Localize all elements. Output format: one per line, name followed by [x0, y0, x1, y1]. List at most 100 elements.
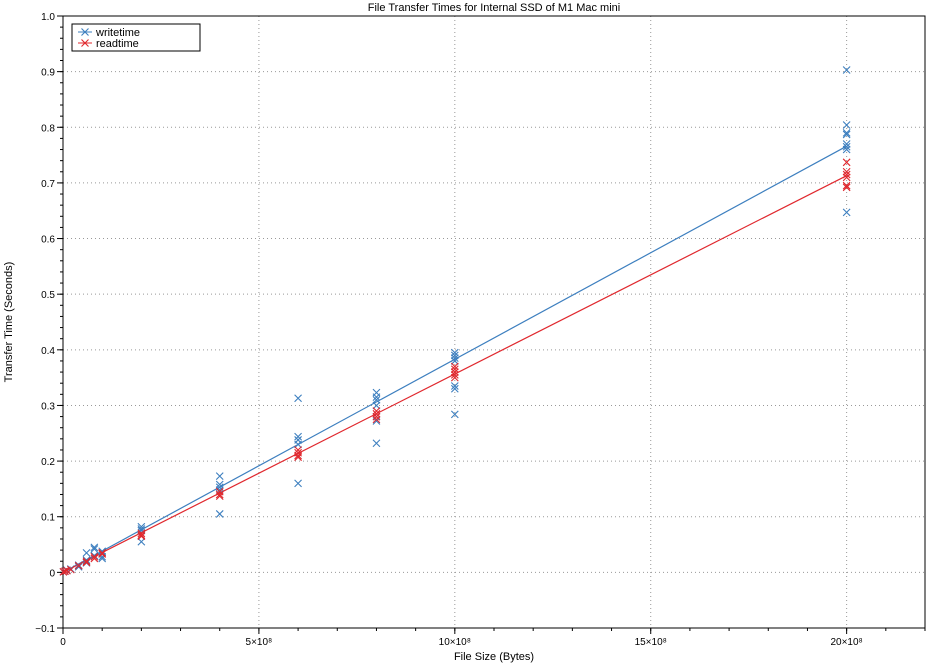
point-writetime: [372, 396, 381, 404]
point-writetime: [294, 432, 302, 441]
y-tick-label: 0.3: [41, 401, 55, 412]
fit-line-readtime: [62, 175, 847, 573]
point-writetime: [215, 510, 224, 518]
legend-label-writetime: writetime: [95, 27, 140, 39]
point-writetime: [294, 440, 302, 449]
point-readtime: [137, 532, 146, 541]
point-writetime: [842, 142, 851, 151]
point-writetime: [450, 382, 459, 390]
y-tick-label: 0: [49, 568, 55, 579]
x-axis-label: File Size (Bytes): [454, 651, 534, 663]
point-writetime: [294, 394, 302, 403]
point-writetime: [842, 66, 851, 74]
y-tick-label: 0.2: [41, 457, 55, 468]
point-readtime: [82, 557, 91, 566]
point-readtime: [372, 407, 381, 415]
point-readtime: [74, 561, 83, 570]
point-writetime: [450, 348, 459, 357]
legend: writetime readtime: [71, 23, 201, 52]
point-readtime: [372, 415, 381, 424]
point-readtime: [98, 550, 107, 558]
point-writetime: [450, 384, 459, 393]
point-readtime: [98, 549, 107, 557]
point-readtime: [294, 451, 302, 460]
point-readtime: [215, 492, 224, 501]
data-points: [59, 66, 851, 576]
legend-label-readtime: readtime: [96, 38, 139, 50]
point-writetime: [90, 543, 99, 552]
point-readtime: [66, 565, 75, 574]
point-writetime: [82, 549, 91, 557]
point-readtime: [90, 552, 99, 561]
point-readtime: [842, 173, 851, 182]
point-writetime: [90, 545, 99, 553]
legend-box: [71, 23, 201, 52]
axis-ticks: 0 5×10⁸ 10×10⁸ 15×10⁸ 20×10⁸ −0.1 0 0.1 0.2 0.3 0.…: [35, 12, 926, 648]
y-tick-label: 0.1: [41, 513, 55, 524]
point-readtime: [137, 529, 146, 538]
y-tick-label: −0.1: [35, 624, 55, 635]
y-axis-label: Transfer Time (Seconds): [3, 262, 15, 383]
point-readtime: [82, 558, 91, 567]
point-writetime: [90, 551, 99, 560]
fit-lines: [62, 145, 847, 573]
grid: [63, 16, 925, 628]
fit-line-writetime: [62, 145, 847, 573]
point-writetime: [450, 351, 459, 360]
point-writetime: [372, 393, 381, 401]
x-tick-label: 10×10⁸: [439, 637, 471, 648]
point-writetime: [450, 410, 459, 419]
y-tick-label: 0.8: [41, 123, 55, 134]
legend-marker-writetime: [81, 28, 89, 36]
point-readtime: [842, 158, 851, 167]
point-writetime: [82, 556, 91, 565]
point-readtime: [842, 170, 851, 179]
y-tick-label: 0.5: [41, 290, 55, 301]
y-tick-label: 0.7: [41, 179, 55, 190]
point-readtime: [90, 554, 99, 563]
point-writetime: [215, 472, 224, 481]
point-writetime: [98, 547, 107, 556]
x-tick-label: 15×10⁸: [635, 637, 667, 648]
point-readtime: [294, 446, 302, 454]
chart-title: File Transfer Times for Internal SSD of …: [368, 2, 620, 14]
x-tick-label: 0: [60, 637, 66, 648]
x-tick-label: 20×10⁸: [830, 637, 862, 648]
point-readtime: [842, 181, 851, 190]
x-tick-label: 5×10⁸: [246, 637, 273, 648]
y-tick-label: 0.6: [41, 235, 55, 246]
point-readtime: [215, 490, 224, 499]
point-writetime: [294, 479, 302, 488]
point-writetime: [74, 562, 83, 571]
point-writetime: [842, 121, 851, 129]
point-writetime: [215, 480, 224, 489]
point-writetime: [450, 357, 459, 365]
point-readtime: [842, 167, 851, 176]
point-readtime: [450, 373, 459, 382]
point-readtime: [450, 370, 459, 379]
legend-marker-readtime: [81, 39, 89, 47]
point-readtime: [450, 365, 459, 374]
point-readtime: [294, 453, 302, 462]
point-writetime: [842, 145, 851, 154]
y-tick-label: 0.9: [41, 68, 55, 79]
point-readtime: [372, 409, 381, 418]
point-writetime: [137, 537, 146, 546]
point-readtime: [450, 368, 459, 376]
point-readtime: [61, 567, 69, 576]
point-writetime: [372, 401, 381, 410]
y-tick-label: 1.0: [41, 12, 55, 23]
point-writetime: [450, 354, 459, 363]
point-readtime: [450, 362, 459, 371]
plot-frame: [62, 15, 926, 629]
point-writetime: [842, 130, 851, 139]
point-writetime: [372, 439, 381, 448]
point-writetime: [842, 208, 851, 217]
point-readtime: [372, 412, 381, 421]
point-readtime: [842, 183, 851, 192]
point-readtime: [137, 531, 146, 539]
y-tick-label: 0.4: [41, 346, 55, 357]
point-writetime: [842, 140, 851, 148]
point-writetime: [842, 128, 851, 137]
